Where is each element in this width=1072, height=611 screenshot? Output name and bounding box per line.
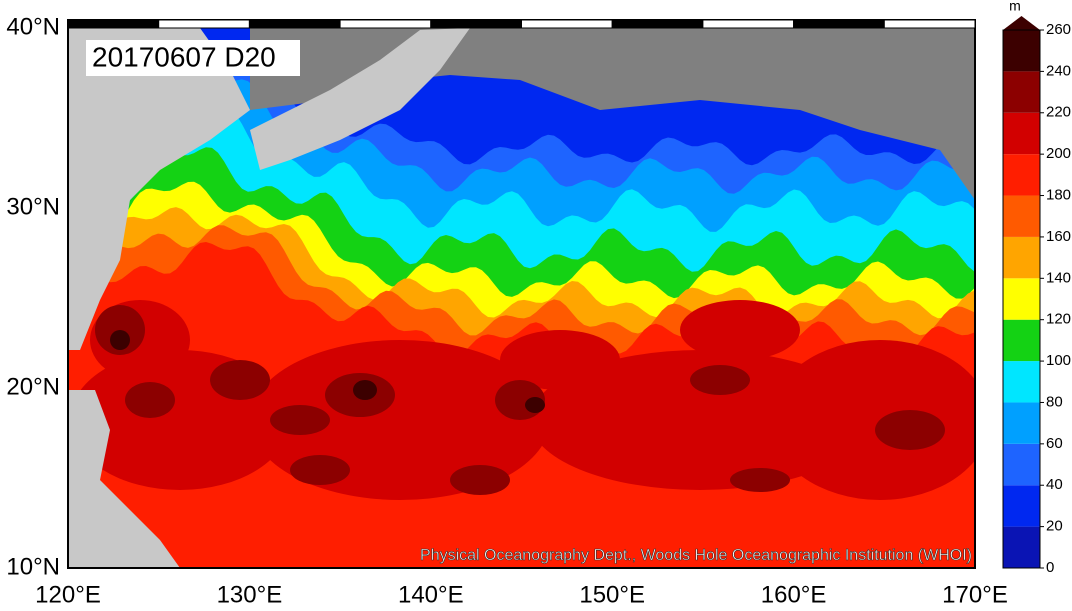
depth-blob [680,300,800,360]
frame-stripe [67,19,160,29]
colorbar-label: 220 [1046,104,1071,121]
frame-stripe [702,19,795,29]
colorbar-segment [1003,485,1040,527]
longitude-label: 160°E [761,581,827,606]
frame-stripe [793,19,885,29]
colorbar-border [1002,29,1041,569]
longitude-label: 170°E [942,581,1008,606]
latitude-label: 30°N [6,193,60,220]
colorbar-label: 20 [1046,518,1063,535]
colorbar-label: 160 [1046,228,1071,245]
latitude-label: 20°N [6,373,60,400]
colorbar-label: 40 [1046,476,1063,493]
depth-blob [290,455,350,485]
colorbar-label: 100 [1046,352,1071,369]
title-box [86,40,300,76]
colorbar-segment [1003,361,1040,403]
latitude-label: 40°N [6,13,60,40]
depth-blob [525,397,545,413]
colorbar-segment [1003,526,1040,568]
colorbar-segment [1003,30,1040,72]
depth-blob [770,340,975,500]
depth-blob [270,405,330,435]
land [68,28,250,350]
colorbar-label: 120 [1046,311,1071,328]
frame-stripe [430,19,522,29]
depth-blob [500,330,620,390]
colorbar-label: 240 [1046,62,1071,79]
frame-stripe [339,19,432,29]
colorbar-label: 200 [1046,145,1071,162]
overlay: 120°E 130°E 140°E 150°E 160°E 170°E 10°N 20°N 30… [6,0,1071,608]
colorbar-arrow [1003,16,1040,30]
colorbar-segment [1003,71,1040,113]
colorbar-label: 140 [1046,269,1071,286]
colorbar-segment [1003,443,1040,486]
depth-blob [875,410,945,450]
depth-blob [690,365,750,395]
colorbar-label: 0 [1046,559,1054,576]
colorbar-segment [1003,195,1040,237]
frame-stripe [158,19,250,29]
land-philippines [68,390,180,568]
depth-blob [125,382,175,418]
colorbar-segment [1003,278,1040,320]
colorbar-label: 60 [1046,435,1063,452]
colorbar-segment [1003,112,1040,155]
land-japan [250,28,470,170]
colorbar-label: 180 [1046,187,1071,204]
frame-stripe [883,19,976,29]
colorbar-label: 260 [1046,21,1071,38]
colorbar-unit: m [1009,0,1021,14]
colorbar-segment [1003,154,1040,196]
depth-blob [450,465,510,495]
colorbar-segment [1003,319,1040,362]
colorbar-segment [1003,402,1040,444]
map-area [68,28,975,568]
frame-stripe [248,19,341,29]
depth-blob [210,360,270,400]
depth-blob [110,330,130,350]
colorbar-segment [1003,236,1040,279]
latitude-label: 10°N [6,553,60,580]
longitude-label: 140°E [398,581,464,606]
colorbar-label: 80 [1046,393,1063,410]
depth-blob [730,468,790,492]
longitude-label: 120°E [35,581,101,606]
longitude-label: 130°E [217,581,283,606]
credit: Physical Oceanography Dept., Woods Hole … [420,547,972,564]
frame-stripe [611,19,704,29]
frame-stripe [521,19,613,29]
title: 20170607 D20 [92,41,276,72]
longitude-label: 150°E [579,581,645,606]
depth-blob [353,380,377,400]
